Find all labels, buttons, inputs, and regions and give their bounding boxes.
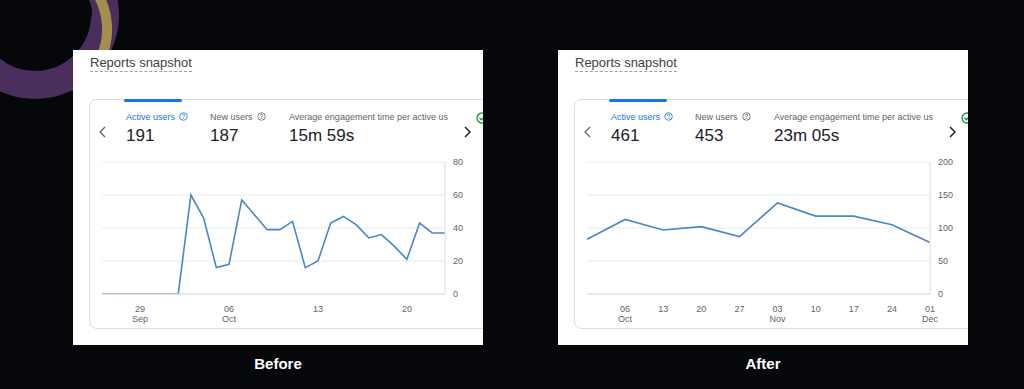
html-text:Reports snapshot: Reports snapshot [575,55,677,70]
svg-text:20: 20 [696,304,706,314]
html-text:Average engagement time per ac: Average engagement time per active us [289,112,448,122]
svg-text:150: 150 [938,190,953,200]
svg-text:20: 20 [453,256,463,266]
html-text:15m 59s: 15m 59s [289,126,355,145]
svg-text:0: 0 [938,289,943,299]
html-text:23m 05s: 23m 05s [774,126,840,145]
svg-text:10: 10 [811,304,821,314]
html-text:Active users: Active users [611,112,660,122]
svg-text:200: 200 [938,157,953,167]
svg-text:40: 40 [453,223,463,233]
svg-text:100: 100 [938,223,953,233]
html-text:453: 453 [695,126,724,145]
svg-text:24: 24 [887,304,897,314]
svg-text:29Sep: 29Sep [132,304,148,324]
svg-text:06Oct: 06Oct [618,304,633,324]
svg-text:13: 13 [658,304,668,314]
html-text:New users: New users [695,112,738,122]
svg-text:80: 80 [453,157,463,167]
svg-text:20: 20 [402,304,412,314]
svg-text:13: 13 [313,304,323,314]
svg-text:60: 60 [453,190,463,200]
html-text:Reports snapshot: Reports snapshot [90,55,192,70]
html-text:Before: Before [254,355,302,372]
html-text:Average engagement time per ac: Average engagement time per active us [774,112,933,122]
html-text:Active users: Active users [126,112,175,122]
svg-text:06Oct: 06Oct [222,304,237,324]
html-text:After: After [745,355,781,372]
html-text:New users: New users [210,112,253,122]
svg-text:50: 50 [938,256,948,266]
svg-text:27: 27 [734,304,744,314]
svg-text:0: 0 [453,289,458,299]
svg-text:01Dec: 01Dec [922,304,939,324]
html-text:461: 461 [611,126,640,145]
svg-text:03Nov: 03Nov [770,304,787,324]
svg-text:17: 17 [849,304,859,314]
html-text:191: 191 [126,126,155,145]
html-text:187: 187 [210,126,239,145]
